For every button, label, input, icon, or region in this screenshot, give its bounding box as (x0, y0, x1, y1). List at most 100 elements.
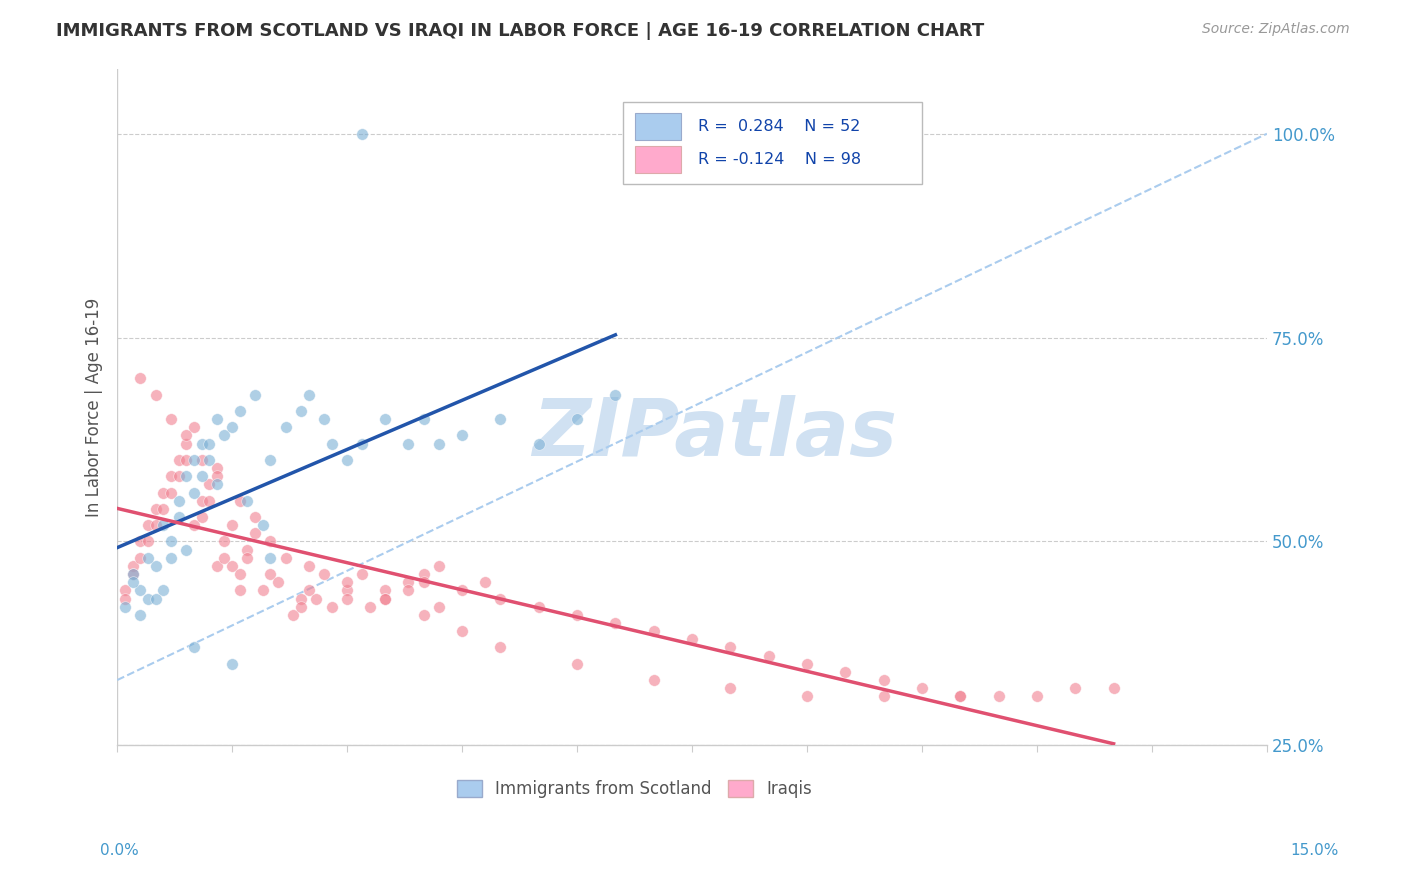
Point (489, 412, 512, 426)
Point (252, 518, 274, 533)
Point (160, 485, 183, 500)
Point (305, 591, 328, 606)
Point (374, 583, 396, 598)
Point (290, 591, 312, 606)
Point (229, 404, 252, 418)
Point (167, 510, 190, 524)
Point (121, 575, 143, 590)
Point (243, 526, 266, 541)
Point (718, 640, 741, 655)
Point (190, 510, 212, 524)
Point (267, 575, 290, 590)
Point (314, 412, 336, 426)
Point (205, 477, 228, 491)
Point (412, 607, 434, 622)
Point (160, 469, 183, 483)
Point (152, 518, 174, 533)
Point (129, 534, 152, 549)
Legend: Immigrants from Scotland, Iraqis: Immigrants from Scotland, Iraqis (450, 773, 820, 805)
Point (236, 542, 259, 557)
Point (136, 518, 159, 533)
Point (152, 501, 174, 516)
Point (1102, 681, 1125, 696)
Point (160, 412, 183, 426)
Point (565, 412, 588, 426)
Point (114, 599, 136, 614)
Point (174, 453, 197, 467)
Point (214, 534, 236, 549)
Point (229, 583, 252, 598)
Point (183, 640, 205, 655)
Point (205, 461, 228, 475)
Point (336, 453, 359, 467)
Point (259, 550, 281, 565)
Point (152, 485, 174, 500)
Point (214, 550, 236, 565)
Point (274, 550, 297, 565)
Point (174, 428, 197, 442)
Point (352, 567, 374, 582)
Point (114, 583, 136, 598)
Point (136, 591, 159, 606)
Text: 15.0%: 15.0% (1291, 843, 1339, 858)
Point (145, 591, 167, 606)
Point (451, 583, 474, 598)
Point (183, 485, 205, 500)
Point (129, 583, 152, 598)
Point (314, 567, 336, 582)
Point (167, 469, 190, 483)
Point (167, 493, 190, 508)
Point (489, 640, 512, 655)
Point (129, 607, 152, 622)
Point (427, 436, 450, 450)
Point (190, 436, 212, 450)
Point (190, 469, 212, 483)
Point (398, 583, 420, 598)
Point (374, 412, 396, 426)
Point (198, 453, 221, 467)
Text: 0.0%: 0.0% (100, 843, 139, 858)
Point (412, 567, 434, 582)
Point (160, 550, 183, 565)
Point (336, 583, 359, 598)
Point (205, 412, 228, 426)
Point (681, 632, 703, 647)
Point (359, 599, 381, 614)
Point (758, 648, 780, 663)
Point (872, 690, 894, 704)
Point (198, 477, 221, 491)
Point (298, 583, 321, 598)
FancyBboxPatch shape (623, 103, 922, 184)
Point (129, 550, 152, 565)
Point (718, 681, 741, 696)
Point (259, 567, 281, 582)
Point (205, 469, 228, 483)
Point (290, 599, 312, 614)
Point (174, 436, 197, 450)
Point (129, 371, 152, 385)
Text: ZIPatlas: ZIPatlas (533, 395, 897, 473)
Point (145, 518, 167, 533)
Point (451, 624, 474, 639)
Point (321, 599, 343, 614)
Point (290, 404, 312, 418)
Point (412, 412, 434, 426)
Point (183, 453, 205, 467)
Point (527, 436, 550, 450)
Point (352, 127, 374, 141)
FancyBboxPatch shape (634, 112, 681, 139)
Point (221, 558, 243, 573)
Point (565, 657, 588, 671)
Point (174, 469, 197, 483)
Point (605, 615, 627, 630)
Point (259, 534, 281, 549)
Point (121, 558, 143, 573)
Point (489, 591, 512, 606)
Point (427, 558, 450, 573)
Point (643, 624, 665, 639)
Point (911, 681, 934, 696)
Point (298, 387, 321, 401)
Point (605, 387, 627, 401)
Point (145, 387, 167, 401)
Point (152, 583, 174, 598)
